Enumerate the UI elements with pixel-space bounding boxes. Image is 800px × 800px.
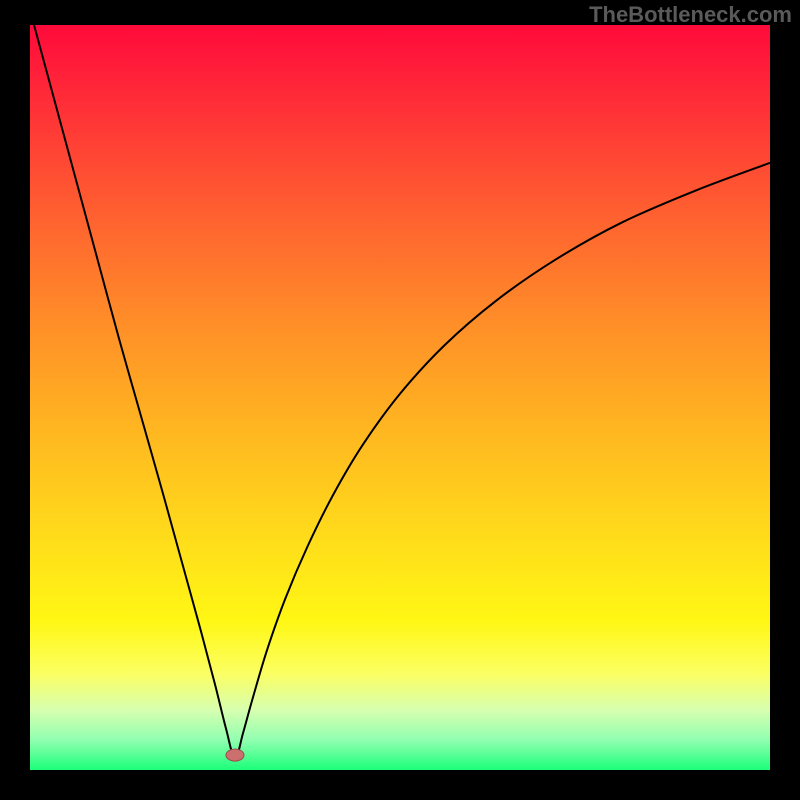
chart-container: TheBottleneck.com — [0, 0, 800, 800]
watermark-text: TheBottleneck.com — [589, 2, 792, 28]
optimal-point-marker — [226, 749, 244, 761]
plot-area — [30, 25, 770, 770]
gradient-background — [30, 25, 770, 770]
chart-svg — [30, 25, 770, 770]
